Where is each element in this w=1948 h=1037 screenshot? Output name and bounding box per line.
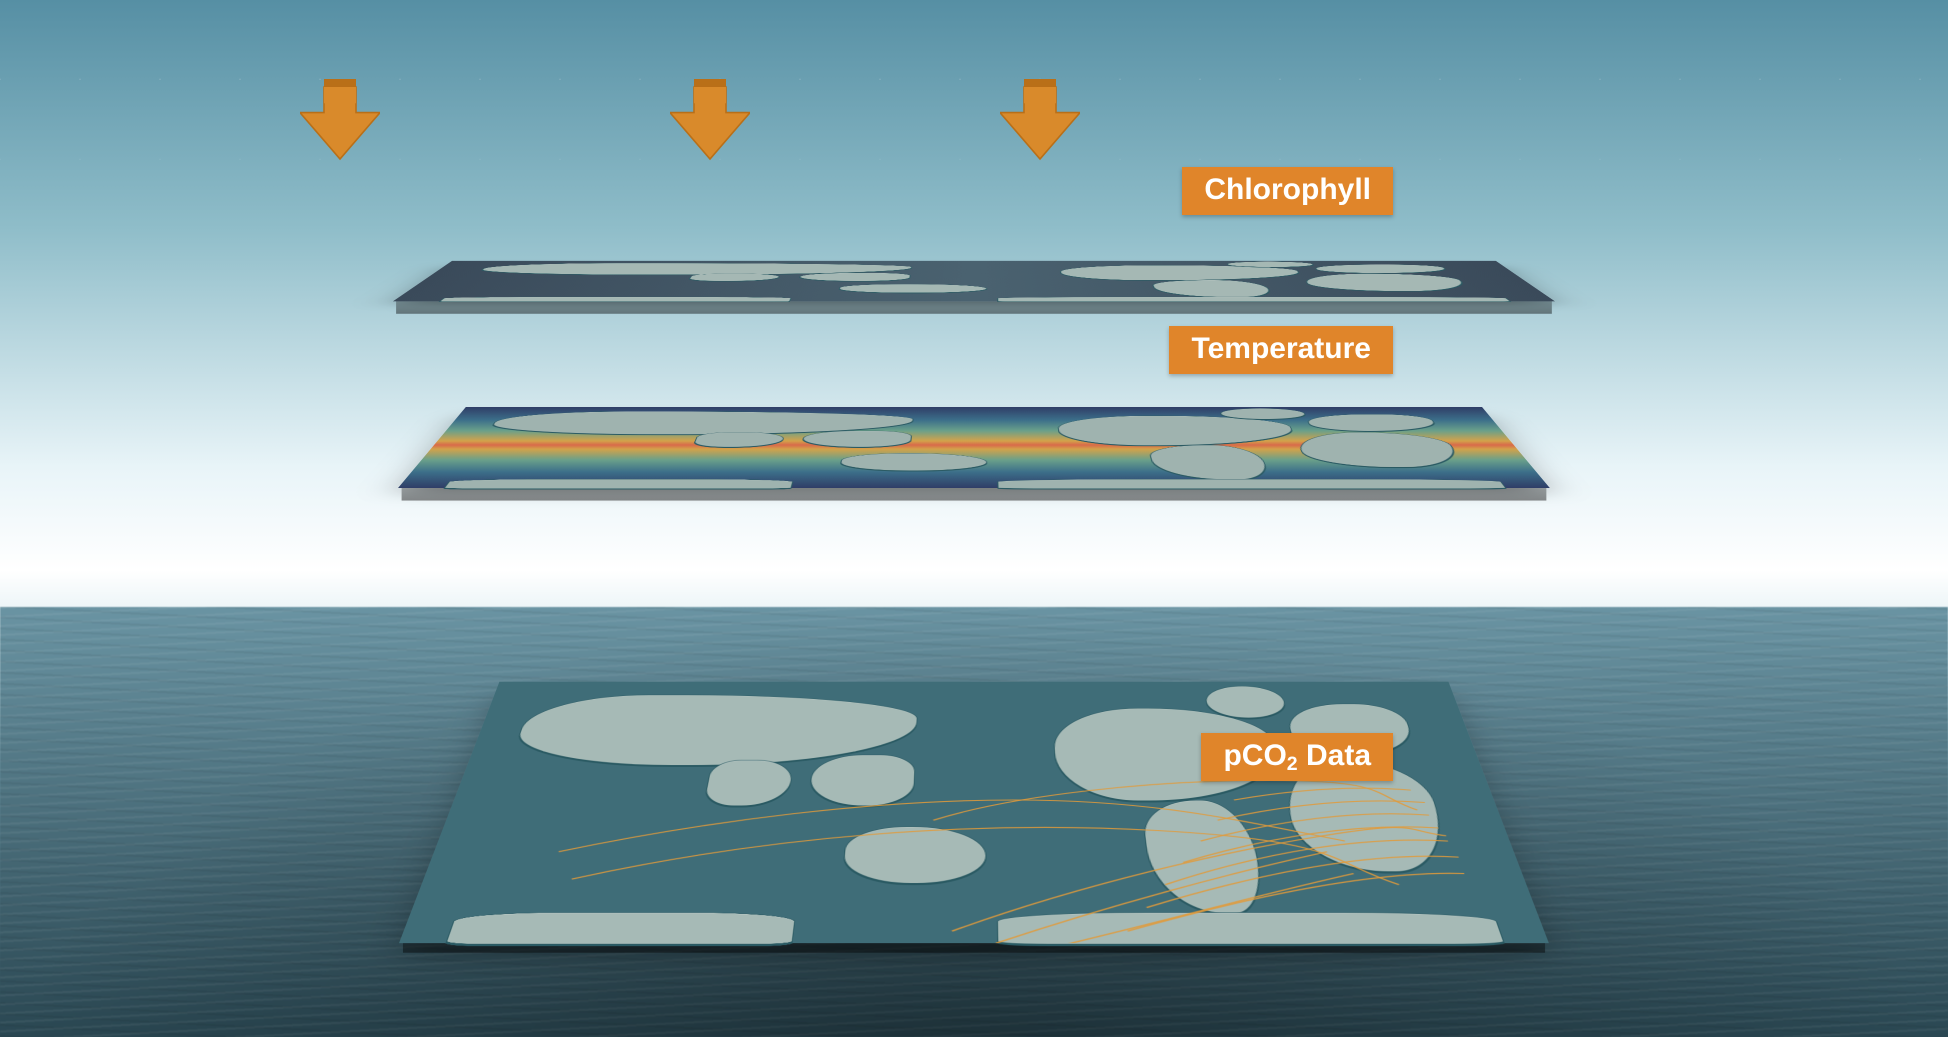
pco2-layer: [454, 540, 1494, 1037]
chlorophyll-label: Chlorophyll: [1182, 167, 1393, 215]
pco2-label: pCO2 Data: [1201, 733, 1393, 781]
temperature-label: Temperature: [1169, 326, 1393, 374]
down-arrow-icon: [300, 78, 380, 168]
scene: Chlorophyll Temperature pCO2 Data: [0, 0, 1948, 1037]
